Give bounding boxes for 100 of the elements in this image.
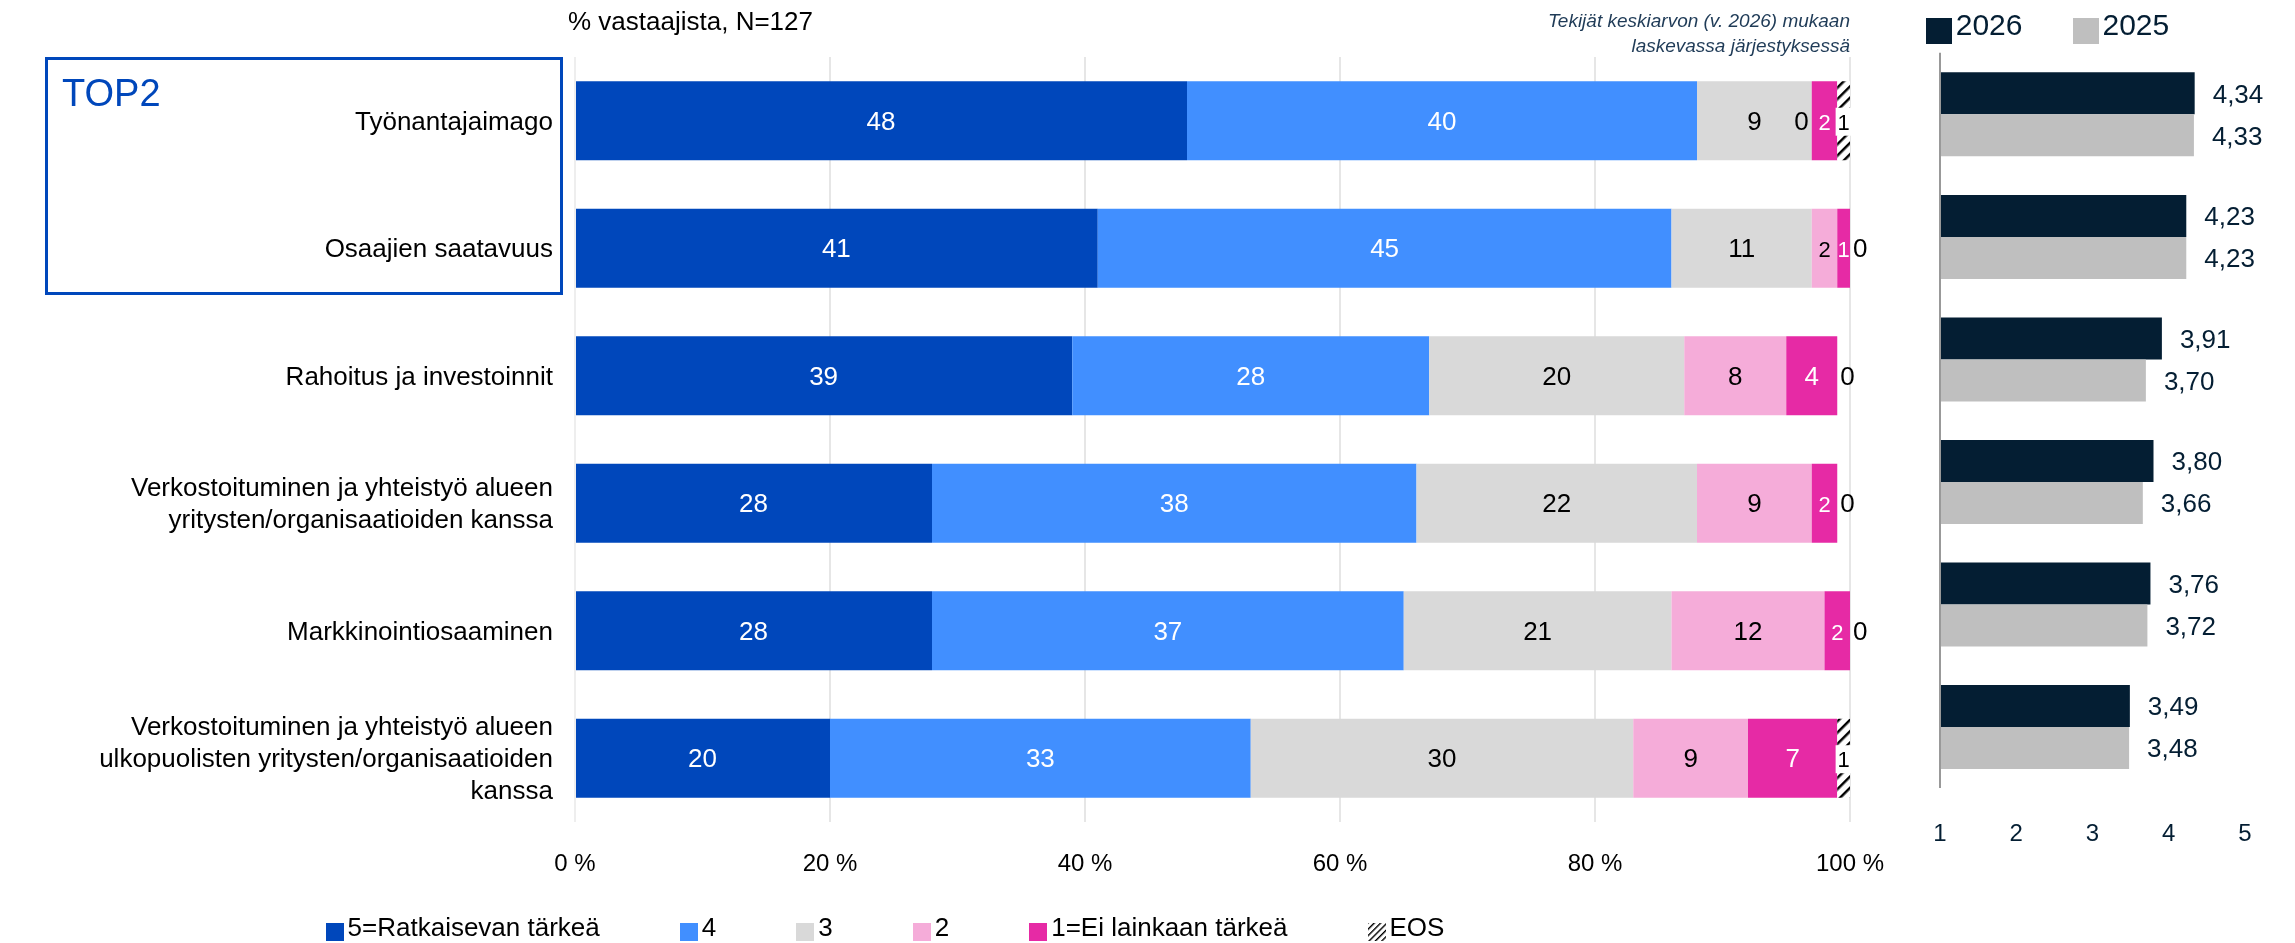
bar xyxy=(1097,208,1672,288)
data-label: 1 xyxy=(1837,237,1850,263)
x-tick-label: 60 % xyxy=(1312,849,1368,877)
legend-label: 2025 xyxy=(2102,8,2170,41)
data-label: 9 xyxy=(1747,488,1762,519)
data-label: 3,66 xyxy=(2160,488,2212,519)
y-tick-label: Osaajien saatavuus xyxy=(324,233,553,264)
text: TOP2 xyxy=(62,72,161,115)
y-tick-label: Markkinointiosaaminen xyxy=(287,615,553,646)
bar xyxy=(1429,336,1685,416)
data-label: 3,49 xyxy=(2147,691,2199,722)
data-label: 38 xyxy=(1159,488,1189,519)
bar xyxy=(575,591,932,671)
legend-label: 4 xyxy=(701,912,717,942)
data-label: 45 xyxy=(1370,233,1400,264)
bar xyxy=(1786,336,1838,416)
data-label: 4,23 xyxy=(2204,201,2255,232)
data-label: 3,72 xyxy=(2165,610,2217,641)
bar xyxy=(1403,591,1672,671)
x-tick-label: 0 % xyxy=(554,849,596,877)
data-label: 11 xyxy=(1728,233,1756,264)
bar xyxy=(1250,718,1634,798)
data-label: 28 xyxy=(1236,360,1266,391)
data-label: 9 xyxy=(1683,743,1698,774)
legend-label: EOS xyxy=(1389,912,1445,942)
data-label: 1 xyxy=(1837,109,1850,135)
bar xyxy=(575,81,1187,161)
data-label: 7 xyxy=(1785,743,1800,774)
data-label: 0 xyxy=(1853,233,1868,264)
data-label: 20 xyxy=(688,743,717,774)
legend-label: 3 xyxy=(818,912,833,942)
data-label: 41 xyxy=(821,233,851,264)
bar xyxy=(1187,81,1697,161)
y-tick-label: Rahoitus ja investoinnit xyxy=(285,360,554,391)
data-label: 12 xyxy=(1733,615,1763,646)
bar xyxy=(932,591,1404,671)
bar xyxy=(1633,718,1748,798)
data-label: 4,23 xyxy=(2204,243,2255,274)
x-tick-label: 2 xyxy=(2009,819,2023,847)
bar xyxy=(575,463,932,543)
data-label: 21 xyxy=(1523,615,1553,646)
bar xyxy=(1748,718,1838,798)
data-label: 2 xyxy=(1831,619,1844,645)
bar xyxy=(1837,208,1850,288)
data-label: 3,70 xyxy=(2163,365,2215,396)
data-label: 4,34 xyxy=(2212,78,2264,109)
data-label: 9 xyxy=(1747,105,1762,136)
data-label: 3,91 xyxy=(2179,323,2231,354)
data-label: 3,80 xyxy=(2171,446,2223,477)
data-label: 30 xyxy=(1427,743,1457,774)
bar xyxy=(1671,208,1812,288)
bar xyxy=(1824,591,1850,671)
legend-label: 2 xyxy=(934,912,950,942)
bar xyxy=(932,463,1417,543)
bar xyxy=(1671,591,1825,671)
x-tick-label: 4 xyxy=(2162,819,2176,847)
x-tick-label: 80 % xyxy=(1567,849,1623,877)
data-label: 3,76 xyxy=(2168,568,2220,599)
data-label: 1 xyxy=(1837,747,1850,773)
x-tick-label: 20 % xyxy=(802,849,858,877)
y-tick-label: Verkostoituminen ja yhteistyö alueen yritysten/organisaatioiden kanssa xyxy=(130,472,554,535)
x-tick-label: 100 % xyxy=(1815,849,1885,877)
data-label: 20 xyxy=(1542,360,1572,391)
data-label: 8 xyxy=(1728,360,1743,391)
bar xyxy=(575,208,1098,288)
data-label: 40 xyxy=(1427,105,1457,136)
legend-label: 2026 xyxy=(1955,8,2023,41)
data-label: 4 xyxy=(1804,360,1819,391)
bar xyxy=(1811,81,1838,161)
x-tick-label: 5 xyxy=(2238,819,2252,847)
legend-label: 1=Ei lainkaan tärkeä xyxy=(1051,912,1288,942)
data-label: 2 xyxy=(1818,237,1831,263)
x-tick-label: 1 xyxy=(1933,819,1947,847)
bar xyxy=(1811,208,1838,288)
data-label: 37 xyxy=(1153,615,1183,646)
data-label: 28 xyxy=(739,488,768,519)
y-tick-label: Verkostoituminen ja yhteistyö alueen ulkopuolisten yritysten/organisaatioiden kanssa xyxy=(99,711,554,806)
y-tick-label: Työnantajaimago xyxy=(354,105,553,136)
bar xyxy=(1697,81,1812,161)
bar xyxy=(1811,463,1838,543)
data-label: 48 xyxy=(866,105,896,136)
data-label: 4,33 xyxy=(2211,120,2263,151)
data-label: 28 xyxy=(739,615,768,646)
bar xyxy=(575,336,1073,416)
bar xyxy=(830,718,1251,798)
bar xyxy=(575,718,830,798)
data-label: 3,48 xyxy=(2147,733,2198,764)
legend-label: 5=Ratkaisevan tärkeä xyxy=(347,912,600,942)
x-tick-label: 3 xyxy=(2085,819,2100,847)
data-label: 0 xyxy=(1794,105,1809,136)
bar xyxy=(1072,336,1430,416)
data-label: 0 xyxy=(1840,360,1855,391)
data-label: 39 xyxy=(809,360,839,391)
text: Tekijät keskiarvon (v. 2026) mukaan laskevassa järjestyksessä xyxy=(1546,9,1850,58)
bar xyxy=(1697,463,1812,543)
data-label: 2 xyxy=(1818,492,1831,518)
data-label: 0 xyxy=(1853,615,1868,646)
x-tick-label: 40 % xyxy=(1057,849,1113,877)
data-label: 2 xyxy=(1818,109,1831,135)
data-label: 0 xyxy=(1840,488,1855,519)
